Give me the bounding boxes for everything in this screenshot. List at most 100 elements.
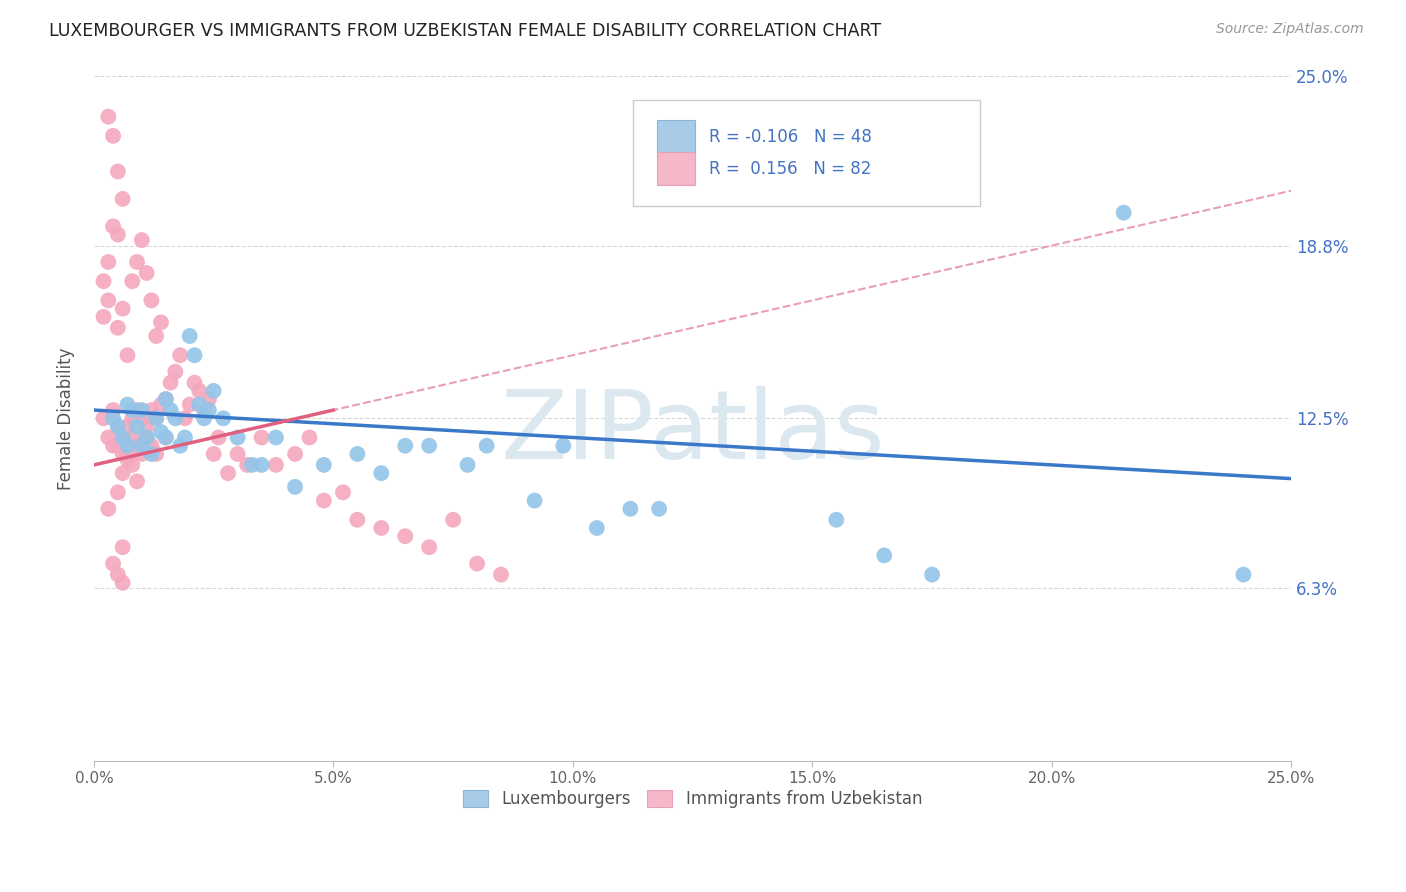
Text: LUXEMBOURGER VS IMMIGRANTS FROM UZBEKISTAN FEMALE DISABILITY CORRELATION CHART: LUXEMBOURGER VS IMMIGRANTS FROM UZBEKIST…	[49, 22, 882, 40]
Point	[111, 575, 134, 590]
Point	[1232, 567, 1254, 582]
Legend: Luxembourgers, Immigrants from Uzbekistan: Luxembourgers, Immigrants from Uzbekista…	[457, 783, 929, 814]
Point	[179, 398, 201, 412]
Point	[141, 293, 163, 308]
Point	[553, 439, 575, 453]
Point	[121, 458, 143, 472]
Point	[111, 540, 134, 554]
Point	[131, 447, 153, 461]
Point	[135, 419, 157, 434]
Point	[198, 392, 221, 406]
Point	[193, 403, 215, 417]
Point	[117, 419, 139, 434]
Point	[370, 521, 392, 535]
Point	[141, 439, 163, 453]
Point	[107, 419, 129, 434]
Point	[159, 403, 181, 417]
Point	[107, 439, 129, 453]
Point	[125, 419, 148, 434]
Point	[250, 430, 273, 444]
Point	[165, 411, 187, 425]
Point	[111, 447, 134, 461]
Point	[264, 458, 287, 472]
Point	[131, 403, 153, 417]
Point	[188, 398, 211, 412]
Point	[169, 439, 191, 453]
Point	[155, 430, 177, 444]
Point	[101, 557, 124, 571]
Point	[107, 419, 129, 434]
Point	[217, 466, 239, 480]
Point	[107, 485, 129, 500]
Point	[97, 430, 120, 444]
Point	[135, 266, 157, 280]
Point	[284, 447, 307, 461]
Point	[174, 411, 197, 425]
Point	[121, 274, 143, 288]
Point	[284, 480, 307, 494]
Point	[101, 128, 124, 143]
Point	[121, 403, 143, 417]
Point	[145, 329, 167, 343]
Point	[101, 403, 124, 417]
Point	[394, 529, 416, 543]
Point	[155, 392, 177, 406]
Point	[145, 411, 167, 425]
Point	[198, 403, 221, 417]
FancyBboxPatch shape	[657, 120, 695, 153]
Point	[93, 274, 115, 288]
Point	[346, 447, 368, 461]
Point	[1112, 205, 1135, 219]
Point	[131, 411, 153, 425]
Point	[97, 110, 120, 124]
Point	[312, 493, 335, 508]
Point	[111, 466, 134, 480]
Text: ZIPatlas: ZIPatlas	[501, 385, 884, 478]
Point	[101, 219, 124, 234]
Text: R = -0.106   N = 48: R = -0.106 N = 48	[710, 128, 872, 145]
Point	[135, 430, 157, 444]
Point	[236, 458, 259, 472]
Point	[489, 567, 512, 582]
FancyBboxPatch shape	[657, 153, 695, 186]
Point	[264, 430, 287, 444]
Point	[212, 411, 235, 425]
Point	[107, 567, 129, 582]
Point	[825, 513, 848, 527]
Point	[465, 557, 488, 571]
Point	[97, 293, 120, 308]
Point	[117, 452, 139, 467]
Point	[226, 430, 249, 444]
Point	[145, 447, 167, 461]
Point	[202, 447, 225, 461]
Point	[188, 384, 211, 398]
Point	[107, 164, 129, 178]
Point	[370, 466, 392, 480]
Point	[111, 430, 134, 444]
Point	[111, 430, 134, 444]
Point	[125, 255, 148, 269]
Text: R =  0.156   N = 82: R = 0.156 N = 82	[710, 160, 872, 178]
Point	[475, 439, 498, 453]
Point	[149, 425, 172, 439]
Point	[394, 439, 416, 453]
Point	[873, 549, 896, 563]
Y-axis label: Female Disability: Female Disability	[58, 347, 75, 490]
Point	[174, 430, 197, 444]
Point	[145, 411, 167, 425]
Point	[111, 301, 134, 316]
Point	[117, 398, 139, 412]
Point	[619, 501, 641, 516]
Point	[523, 493, 546, 508]
Point	[93, 310, 115, 324]
Point	[921, 567, 943, 582]
Point	[155, 430, 177, 444]
Point	[240, 458, 263, 472]
Point	[149, 315, 172, 329]
Point	[165, 365, 187, 379]
Point	[141, 447, 163, 461]
Point	[97, 255, 120, 269]
Point	[183, 376, 205, 390]
Point	[207, 430, 229, 444]
Point	[312, 458, 335, 472]
